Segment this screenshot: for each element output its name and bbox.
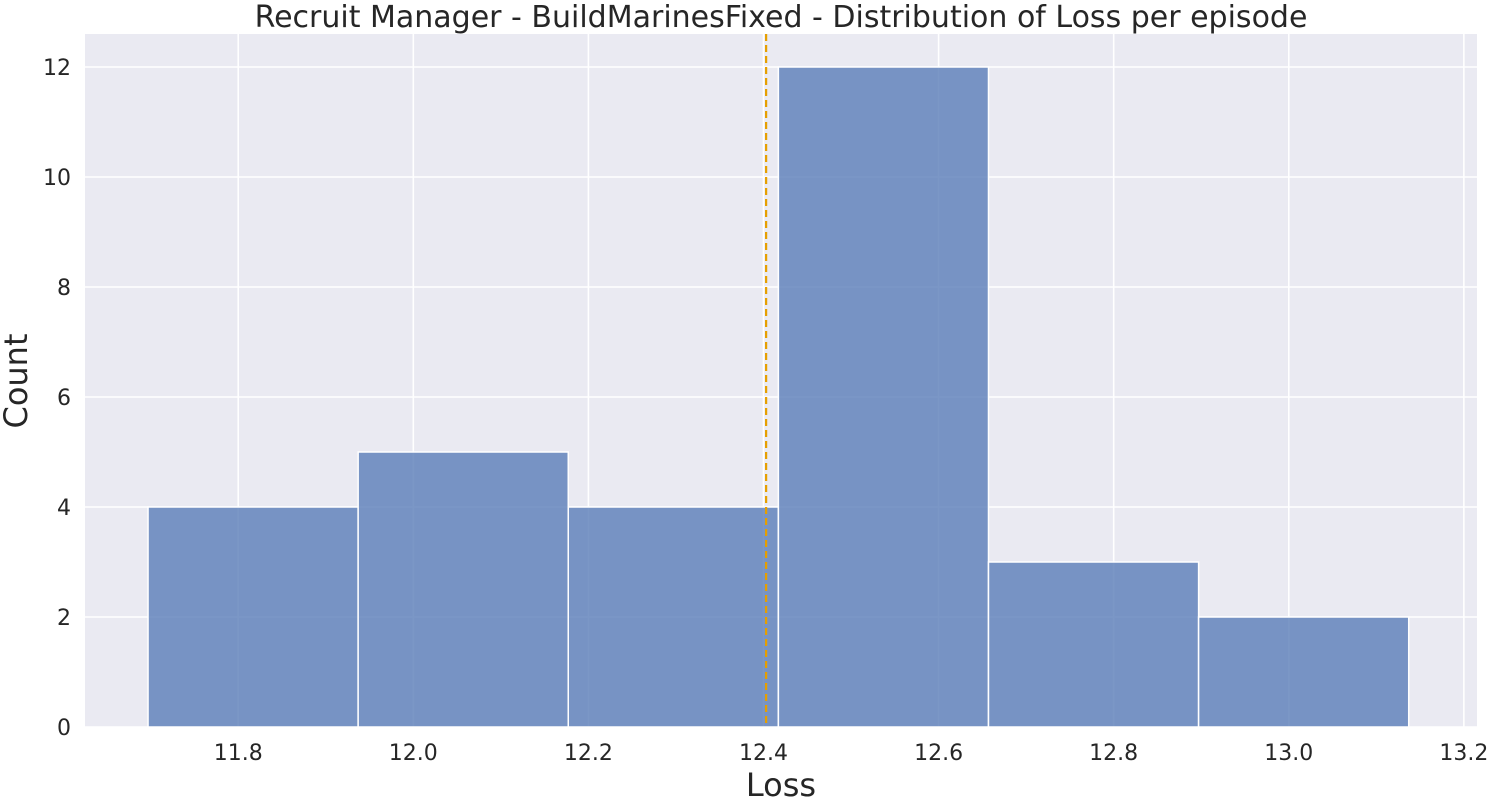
x-tick-labels: 11.8 12.0 12.2 12.4 12.6 12.8 13.0 13.2 — [214, 741, 1489, 766]
histogram-bar — [567, 506, 780, 728]
y-tick-label: 12 — [43, 56, 71, 81]
histogram-bar — [147, 506, 359, 728]
histogram-bar — [777, 66, 990, 728]
y-tick-label: 2 — [57, 606, 71, 631]
y-tick-label: 4 — [57, 496, 71, 521]
y-axis-label: Count — [0, 333, 35, 428]
y-tick-label: 0 — [57, 716, 71, 741]
x-tick-label: 12.6 — [914, 741, 963, 766]
histogram-bar — [1197, 616, 1410, 728]
x-axis-label: Loss — [746, 766, 816, 803]
y-tick-labels: 0 2 4 6 8 10 12 — [43, 56, 71, 741]
y-tick-label: 8 — [57, 276, 71, 301]
histogram-bar — [987, 561, 1200, 728]
x-tick-label: 12.4 — [739, 741, 788, 766]
x-tick-label: 11.8 — [214, 741, 263, 766]
x-tick-label: 12.0 — [389, 741, 438, 766]
x-tick-label: 12.8 — [1089, 741, 1138, 766]
x-tick-label: 13.2 — [1439, 741, 1488, 766]
chart-title: Recruit Manager - BuildMarinesFixed - Di… — [255, 0, 1308, 35]
x-tick-label: 13.0 — [1264, 741, 1313, 766]
y-tick-label: 10 — [43, 166, 71, 191]
y-tick-label: 6 — [57, 386, 71, 411]
histogram-bar — [357, 451, 570, 728]
x-tick-label: 12.2 — [564, 741, 613, 766]
histogram-bars — [147, 66, 1410, 728]
